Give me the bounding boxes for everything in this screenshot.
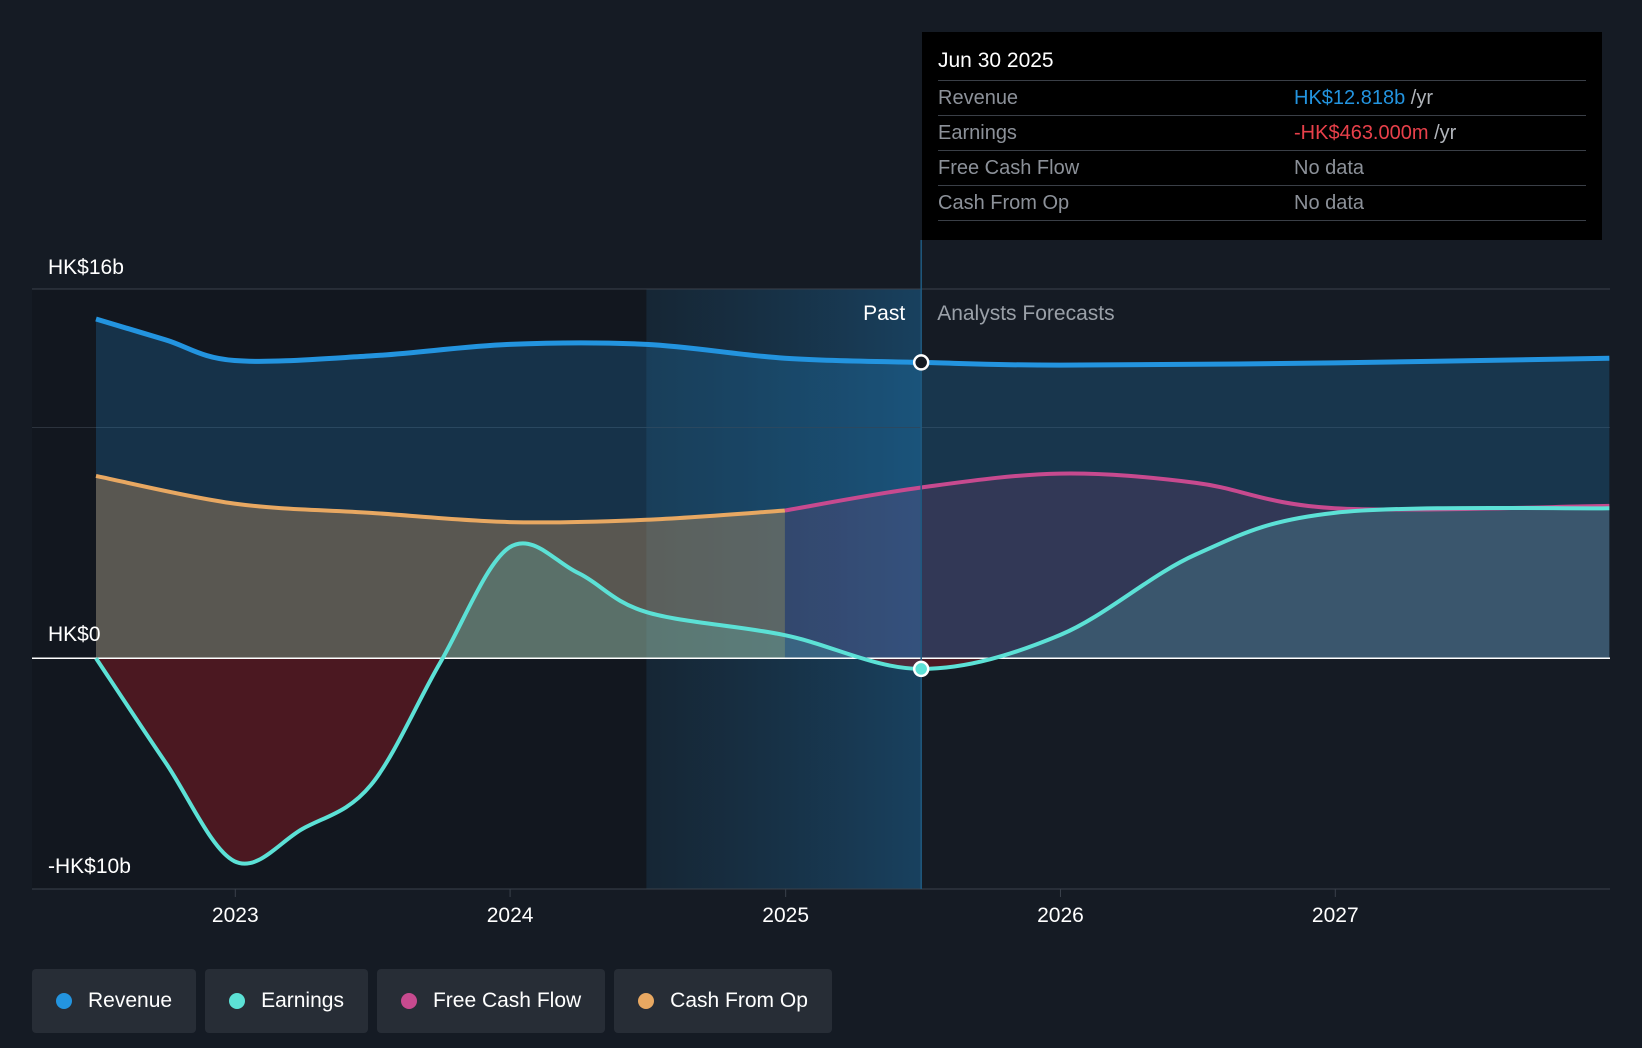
past-highlight-band <box>646 289 922 889</box>
tooltip-row-free-cash-flow: Free Cash Flow No data <box>938 151 1586 186</box>
tooltip-unit: /yr <box>1410 87 1433 109</box>
tooltip-row-cash-from-op: Cash From Op No data <box>938 186 1586 221</box>
data-tooltip: Jun 30 2025 Revenue HK$12.818b /yr Earni… <box>922 32 1602 240</box>
legend-item-revenue[interactable]: Revenue <box>32 969 197 1033</box>
free-cash-flow-area <box>784 473 1610 659</box>
chart-legend: Revenue Earnings Free Cash Flow Cash Fro… <box>32 969 832 1033</box>
legend-item-free-cash-flow[interactable]: Free Cash Flow <box>376 969 606 1033</box>
tooltip-row-revenue: Revenue HK$12.818b /yr <box>938 81 1586 116</box>
legend-dot-icon <box>229 993 246 1009</box>
tooltip-row-earnings: Earnings -HK$463.000m /yr <box>938 116 1586 151</box>
y-axis-label: HK$0 <box>48 623 101 646</box>
tooltip-label: Revenue <box>938 87 1019 109</box>
tooltip-date: Jun 30 2025 <box>938 46 1586 81</box>
tooltip-unit: /yr <box>1434 122 1457 144</box>
legend-dot-icon <box>56 993 72 1009</box>
y-axis-label: -HK$10b <box>48 855 131 878</box>
x-tick-label: 2024 <box>487 904 534 927</box>
forecast-label: Analysts Forecasts <box>937 302 1114 325</box>
tooltip-value: No data <box>1294 157 1365 179</box>
legend-item-cash-from-op[interactable]: Cash From Op <box>614 969 832 1033</box>
tooltip-label: Cash From Op <box>938 192 1070 214</box>
past-label: Past <box>863 302 905 325</box>
legend-label: Free Cash Flow <box>432 989 582 1012</box>
tooltip-value: No data <box>1294 192 1365 214</box>
tooltip-label: Earnings <box>938 122 1017 144</box>
legend-label: Cash From Op <box>670 989 808 1012</box>
earnings-marker <box>912 660 930 678</box>
legend-label: Earnings <box>261 989 344 1012</box>
x-tick-label: 2027 <box>1312 904 1359 927</box>
y-axis-label: HK$16b <box>48 256 124 279</box>
cash-from-op-line <box>95 473 786 525</box>
earnings-line <box>94 505 1610 866</box>
legend-dot-icon <box>400 993 417 1009</box>
x-tick-label: 2025 <box>762 904 809 927</box>
earnings-positive-area <box>442 507 1610 659</box>
legend-dot-icon <box>638 993 655 1009</box>
earnings-negative-area <box>96 658 1610 864</box>
revenue-line <box>95 316 1610 368</box>
tooltip-label: Free Cash Flow <box>938 157 1080 179</box>
revenue-marker <box>912 354 930 371</box>
legend-label: Revenue <box>88 989 173 1012</box>
legend-item-earnings[interactable]: Earnings <box>205 969 368 1033</box>
x-tick-label: 2026 <box>1037 904 1084 927</box>
revenue-area <box>96 319 1610 659</box>
x-tick-label: 2023 <box>212 904 259 927</box>
tooltip-value: HK$12.818b <box>1294 87 1406 109</box>
tooltip-value: -HK$463.000m <box>1294 122 1429 144</box>
